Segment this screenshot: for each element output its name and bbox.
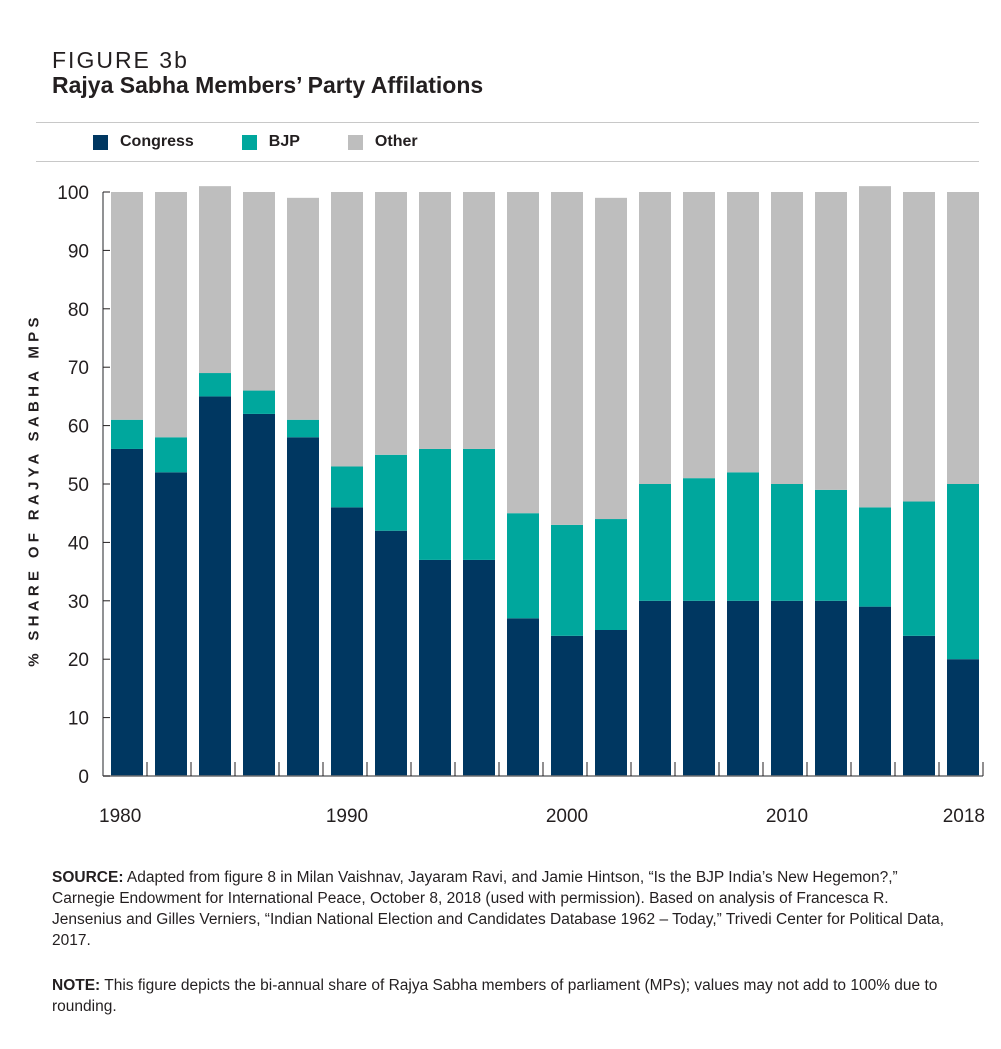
source-note: SOURCE: Adapted from figure 8 in Milan V… <box>52 867 952 951</box>
bar-bjp-1994 <box>419 448 451 560</box>
bar-other-1998 <box>507 192 539 514</box>
bar-other-1986 <box>243 192 275 391</box>
figure-label: FIGURE 3b <box>52 47 189 73</box>
bar-other-2006 <box>683 192 715 479</box>
bar-congress-2002 <box>595 630 627 776</box>
x-tick-label: 1990 <box>326 806 368 827</box>
bar-congress-1994 <box>419 559 451 776</box>
legend-item-congress: Congress <box>93 133 194 151</box>
bar-bjp-1996 <box>463 448 495 560</box>
bar-congress-1984 <box>199 396 231 776</box>
bar-bjp-1998 <box>507 513 539 619</box>
x-tick-label: 2018 <box>943 806 985 827</box>
bar-bjp-1990 <box>331 466 363 508</box>
y-tick-label: 60 <box>68 417 89 438</box>
bars-group <box>111 186 979 776</box>
bar-other-2014 <box>859 186 891 508</box>
bar-congress-2000 <box>551 635 583 776</box>
bar-other-2010 <box>771 192 803 484</box>
legend-item-bjp: BJP <box>241 133 300 151</box>
legend-swatch-bjp <box>241 134 257 150</box>
bar-bjp-2008 <box>727 472 759 601</box>
bar-congress-2004 <box>639 600 671 776</box>
legend: Congress BJP Other <box>93 133 466 151</box>
y-tick-label: 90 <box>68 241 89 262</box>
bar-congress-2018 <box>947 659 979 776</box>
bar-congress-1980 <box>111 448 143 776</box>
legend-label-bjp: BJP <box>268 133 300 150</box>
bar-congress-2010 <box>771 600 803 776</box>
bar-other-2002 <box>595 197 627 520</box>
bar-bjp-2002 <box>595 519 627 630</box>
bar-other-1996 <box>463 192 495 449</box>
y-tick-label: 0 <box>78 767 89 788</box>
bar-congress-1996 <box>463 559 495 776</box>
legend-divider <box>36 161 979 162</box>
y-tick-label: 30 <box>68 592 89 613</box>
bar-bjp-2004 <box>639 484 671 601</box>
bar-other-1994 <box>419 192 451 449</box>
note-text: This figure depicts the bi-annual share … <box>52 977 938 1015</box>
source-text: Adapted from figure 8 in Milan Vaishnav,… <box>52 869 945 949</box>
bar-bjp-1992 <box>375 454 407 531</box>
bar-bjp-2018 <box>947 484 979 660</box>
y-tick-label: 80 <box>68 300 89 321</box>
bar-bjp-1988 <box>287 419 319 438</box>
bar-congress-1986 <box>243 413 275 776</box>
bar-other-2016 <box>903 192 935 502</box>
bar-congress-2016 <box>903 635 935 776</box>
x-tick-label: 1980 <box>99 806 141 827</box>
bar-bjp-2016 <box>903 501 935 636</box>
axes-group: 0 10 20 30 40 50 60 70 80 90 100 1980 1990 2000 2010 20… <box>57 183 985 827</box>
bar-other-1990 <box>331 192 363 467</box>
top-divider <box>36 122 979 123</box>
legend-item-other: Other <box>347 133 418 151</box>
bar-congress-2014 <box>859 606 891 776</box>
bar-other-1982 <box>155 192 187 438</box>
bar-bjp-2014 <box>859 507 891 607</box>
bar-bjp-1980 <box>111 419 143 449</box>
bar-other-1980 <box>111 192 143 420</box>
bar-other-1984 <box>199 186 231 374</box>
y-tick-label: 20 <box>68 650 89 671</box>
bar-bjp-1982 <box>155 437 187 473</box>
chart-title: Rajya Sabha Members’ Party Affilations <box>52 72 484 98</box>
bar-congress-2012 <box>815 600 847 776</box>
bar-other-2008 <box>727 192 759 473</box>
note: NOTE: This figure depicts the bi-annual … <box>52 975 952 1017</box>
bar-other-2004 <box>639 192 671 484</box>
bar-other-2018 <box>947 192 979 484</box>
bar-congress-1998 <box>507 618 539 776</box>
legend-swatch-congress <box>93 134 108 150</box>
legend-label-congress: Congress <box>120 133 194 150</box>
bar-other-1992 <box>375 192 407 455</box>
y-tick-label: 10 <box>68 709 89 730</box>
bar-congress-1982 <box>155 472 187 776</box>
y-tick-label: 100 <box>57 183 89 204</box>
bar-congress-2006 <box>683 600 715 776</box>
bar-bjp-2012 <box>815 489 847 601</box>
bar-bjp-2000 <box>551 524 583 636</box>
note-label: NOTE: <box>52 977 101 994</box>
legend-label-other: Other <box>374 133 418 150</box>
bar-bjp-1984 <box>199 373 231 397</box>
stacked-bar-chart: 0 10 20 30 40 50 60 70 80 90 100 1980 1990 2000 2010 20… <box>57 183 985 827</box>
x-tick-label: 2000 <box>546 806 588 827</box>
bar-congress-1990 <box>331 507 363 776</box>
y-tick-label: 50 <box>68 475 89 496</box>
bar-bjp-2010 <box>771 484 803 601</box>
bar-other-1988 <box>287 197 319 420</box>
bar-congress-1988 <box>287 437 319 776</box>
source-label: SOURCE: <box>52 869 124 886</box>
bar-bjp-1986 <box>243 390 275 414</box>
bar-bjp-2006 <box>683 478 715 601</box>
bar-congress-2008 <box>727 600 759 776</box>
legend-swatch-other <box>347 134 363 150</box>
y-tick-label: 40 <box>68 533 89 554</box>
bar-other-2012 <box>815 192 847 490</box>
bar-other-2000 <box>551 192 583 525</box>
y-tick-label: 70 <box>68 358 89 379</box>
x-tick-label: 2010 <box>766 806 808 827</box>
bar-congress-1992 <box>375 530 407 776</box>
